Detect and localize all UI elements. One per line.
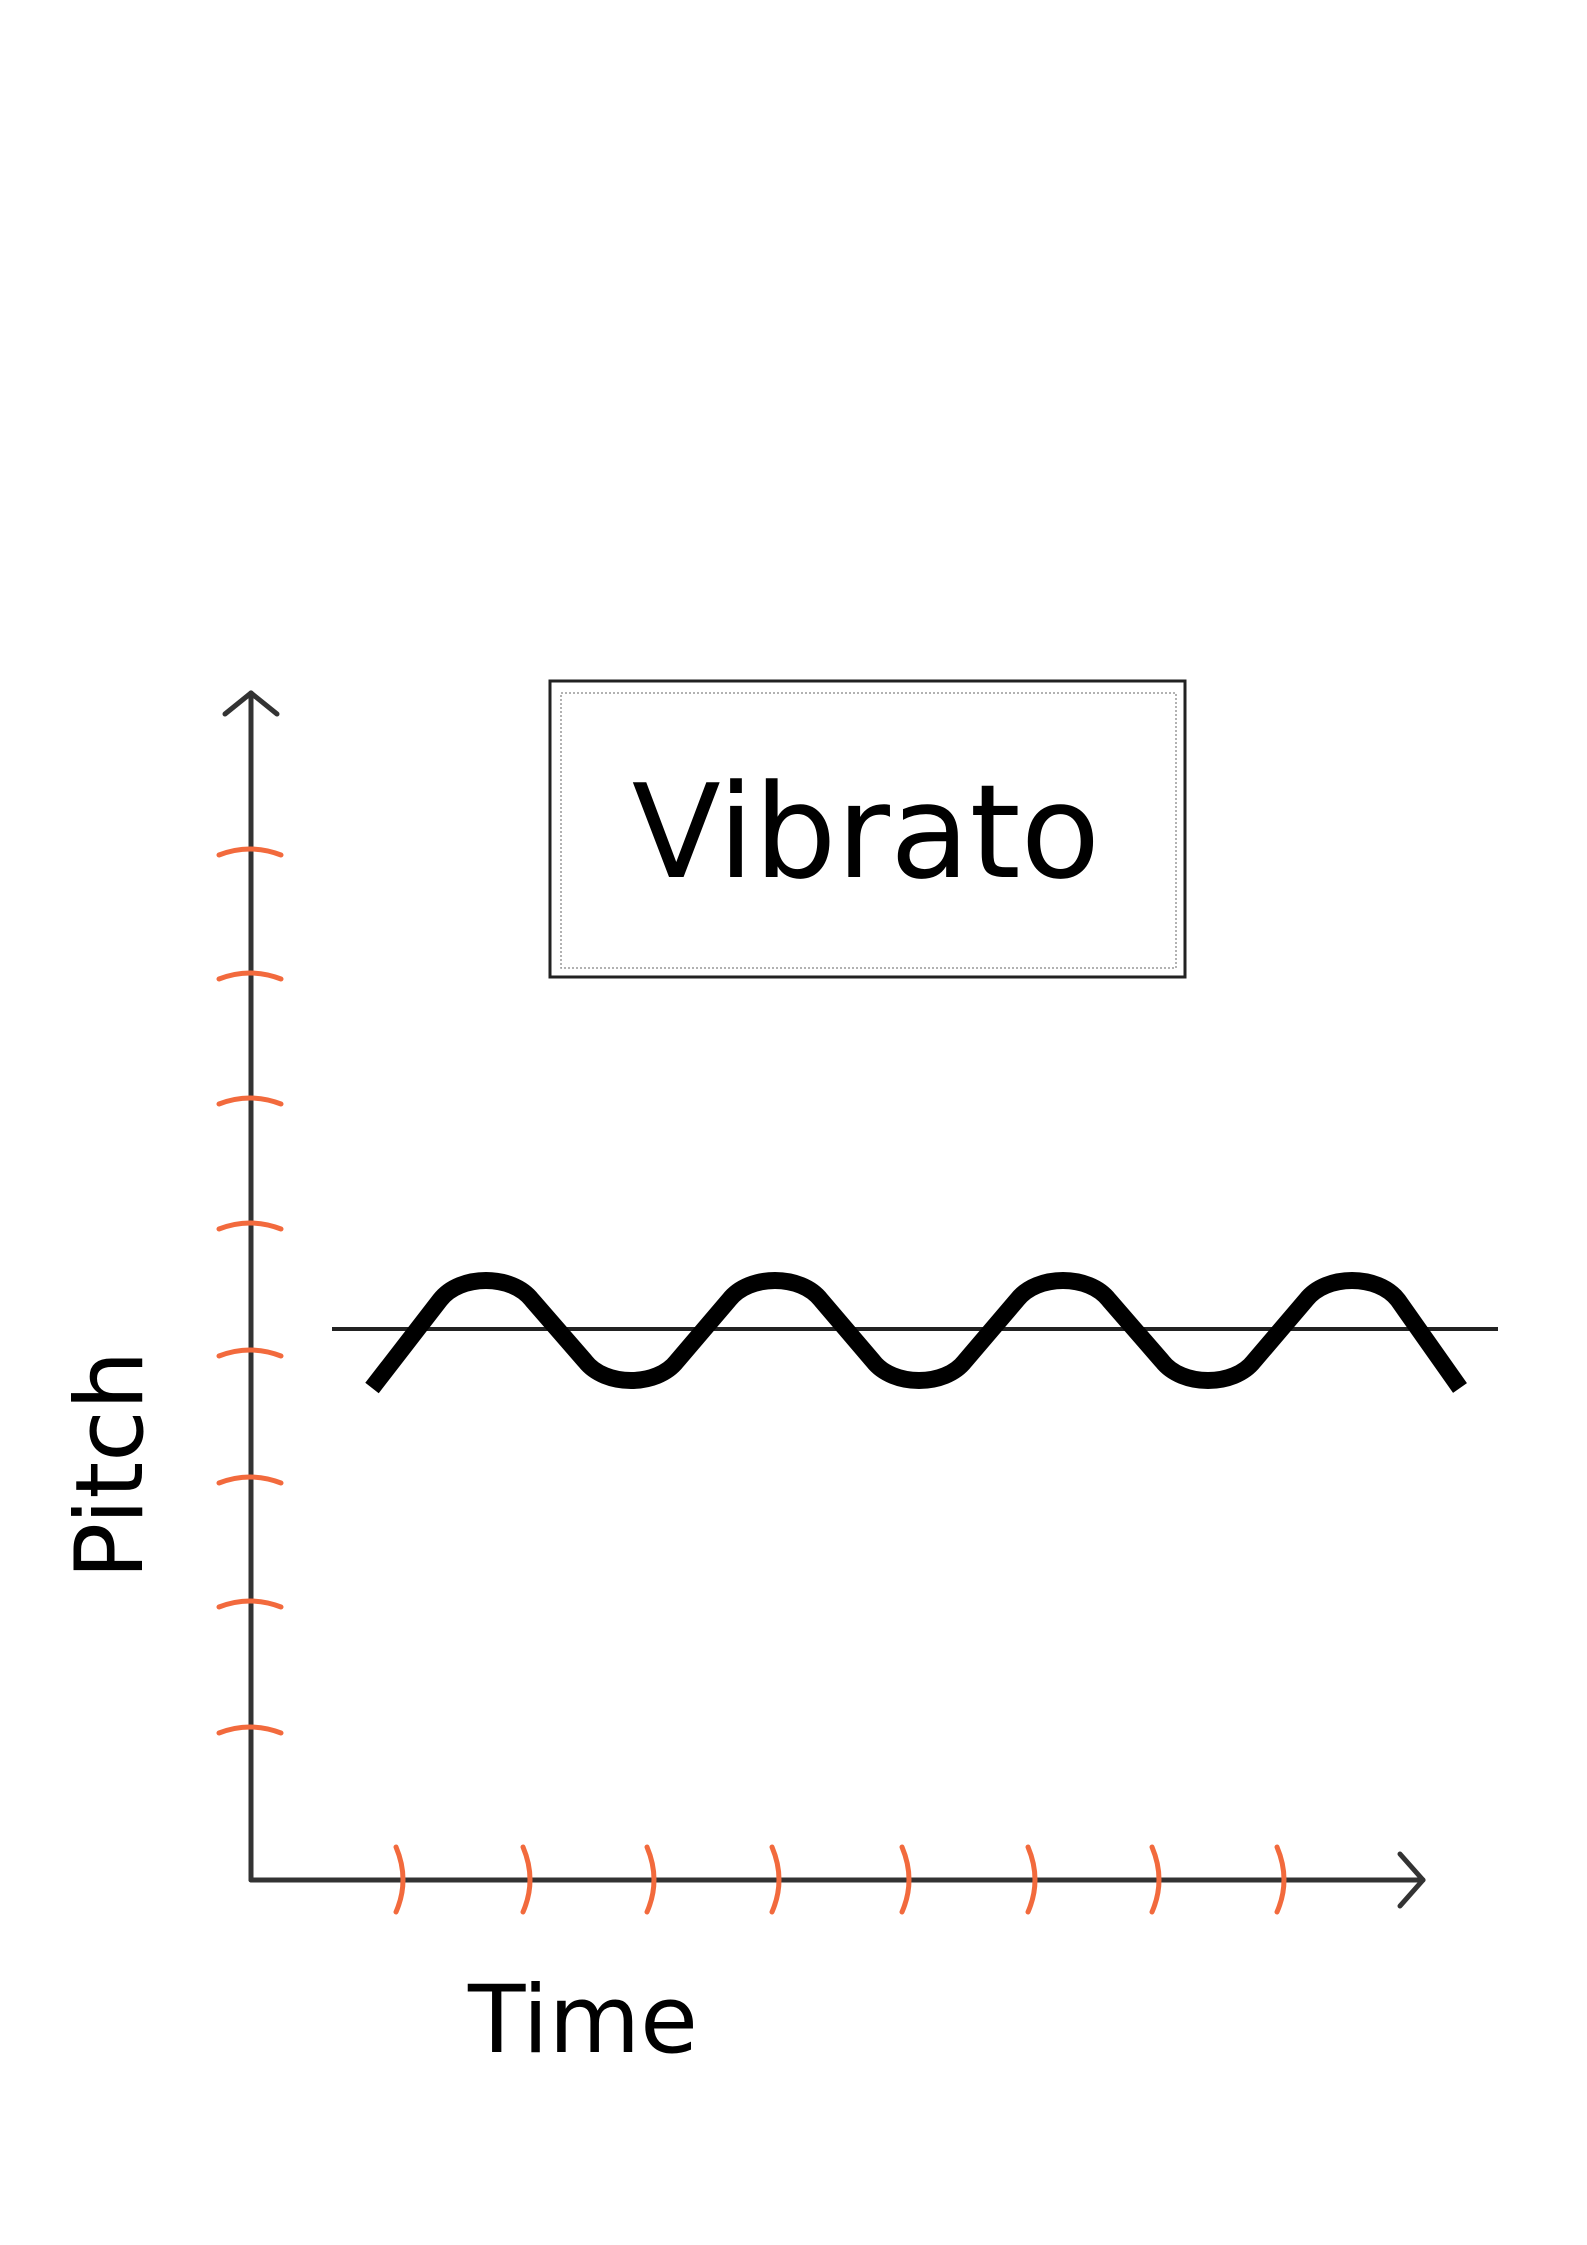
x-tick bbox=[520, 1844, 533, 1915]
x-tick bbox=[1274, 1844, 1287, 1915]
x-tick bbox=[769, 1844, 782, 1915]
x-tick bbox=[1025, 1844, 1038, 1915]
y-ticks bbox=[216, 846, 284, 1736]
y-tick bbox=[216, 1347, 284, 1359]
y-axis-arrow bbox=[222, 690, 280, 717]
y-tick bbox=[216, 1220, 284, 1232]
y-tick bbox=[216, 1095, 284, 1107]
x-ticks bbox=[393, 1844, 1287, 1915]
vibrato-wave bbox=[365, 1272, 1467, 1394]
y-tick bbox=[216, 970, 284, 982]
x-axis-label: Time bbox=[467, 1966, 698, 2075]
x-axis-arrow bbox=[1397, 1851, 1426, 1909]
y-tick bbox=[216, 1474, 284, 1486]
y-tick bbox=[216, 1598, 284, 1610]
title: Vibrato bbox=[632, 756, 1100, 908]
x-tick bbox=[1149, 1844, 1162, 1915]
title-box-inner bbox=[560, 692, 1177, 969]
x-tick bbox=[393, 1844, 406, 1915]
y-tick bbox=[216, 1724, 284, 1736]
y-tick bbox=[216, 846, 284, 858]
y-axis-label: Pitch bbox=[56, 1351, 165, 1580]
x-tick bbox=[899, 1844, 912, 1915]
title-box bbox=[548, 679, 1187, 979]
x-tick bbox=[644, 1844, 657, 1915]
